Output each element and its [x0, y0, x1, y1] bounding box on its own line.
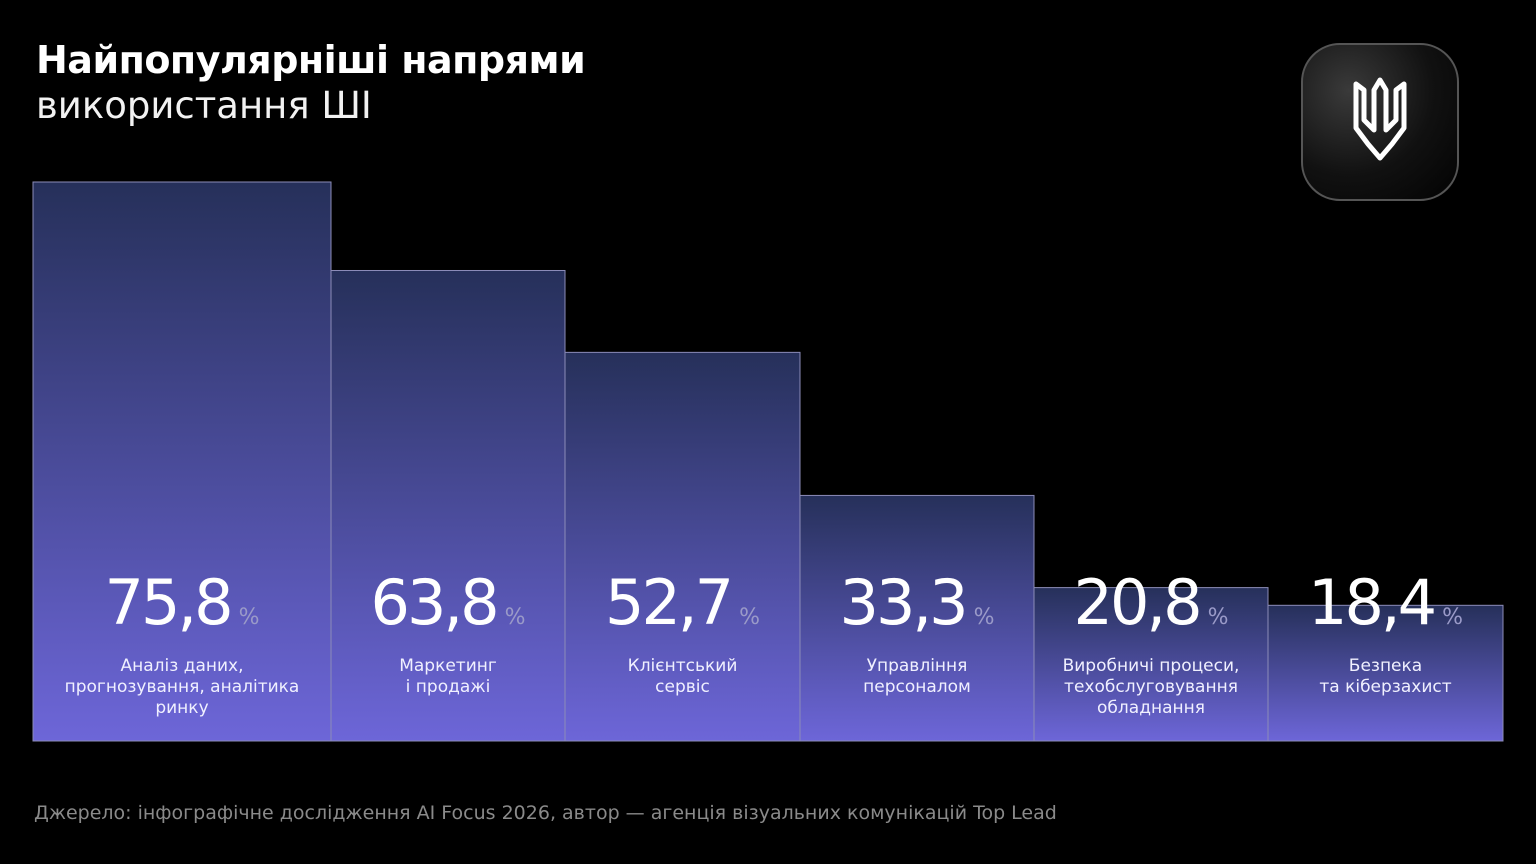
- value-label: 52,7: [605, 566, 734, 639]
- value-unit: %: [1442, 605, 1463, 630]
- value-label-group: 52,7%: [565, 566, 800, 639]
- value-label: 20,8: [1073, 566, 1203, 639]
- source-note: Джерело: інфографічне дослідження AI Foc…: [34, 802, 1057, 824]
- value-label-group: 20,8%: [1034, 566, 1268, 639]
- chart-subtitle: використання ШІ: [36, 84, 372, 127]
- value-label: 18,4: [1308, 566, 1437, 639]
- bar: [32, 181, 332, 742]
- logo: [1301, 43, 1459, 201]
- bar: [1267, 604, 1504, 742]
- value-unit: %: [739, 605, 760, 630]
- bar: [330, 269, 566, 742]
- value-unit: %: [238, 605, 260, 630]
- category-label: Управління персоналом: [863, 656, 971, 697]
- value-unit: %: [504, 605, 526, 630]
- value-label-group: 18,4%: [1268, 566, 1503, 639]
- value-label-group: 33,3%: [800, 566, 1034, 639]
- category-label: Клієнтський сервіс: [627, 656, 738, 697]
- chart-title: Найпопулярніші напрями: [36, 38, 586, 82]
- value-label-group: 63,8%: [331, 566, 565, 639]
- category-label: Виробничі процеси, техобслуговування обл…: [1062, 656, 1240, 718]
- bar: [799, 494, 1035, 742]
- category-label: Аналіз даних, прогнозування, аналітика р…: [64, 656, 300, 718]
- category-label: Маркетинг і продажі: [399, 656, 497, 697]
- value-label: 33,3: [839, 566, 969, 639]
- value-label-group: 75,8%: [33, 566, 331, 639]
- value-label: 63,8: [370, 566, 500, 639]
- bar: [1033, 587, 1269, 742]
- category-label: Безпека та кіберзахист: [1319, 656, 1452, 697]
- bar: [564, 351, 801, 742]
- value-unit: %: [973, 605, 995, 630]
- value-label: 75,8: [104, 566, 234, 639]
- value-unit: %: [1207, 605, 1229, 630]
